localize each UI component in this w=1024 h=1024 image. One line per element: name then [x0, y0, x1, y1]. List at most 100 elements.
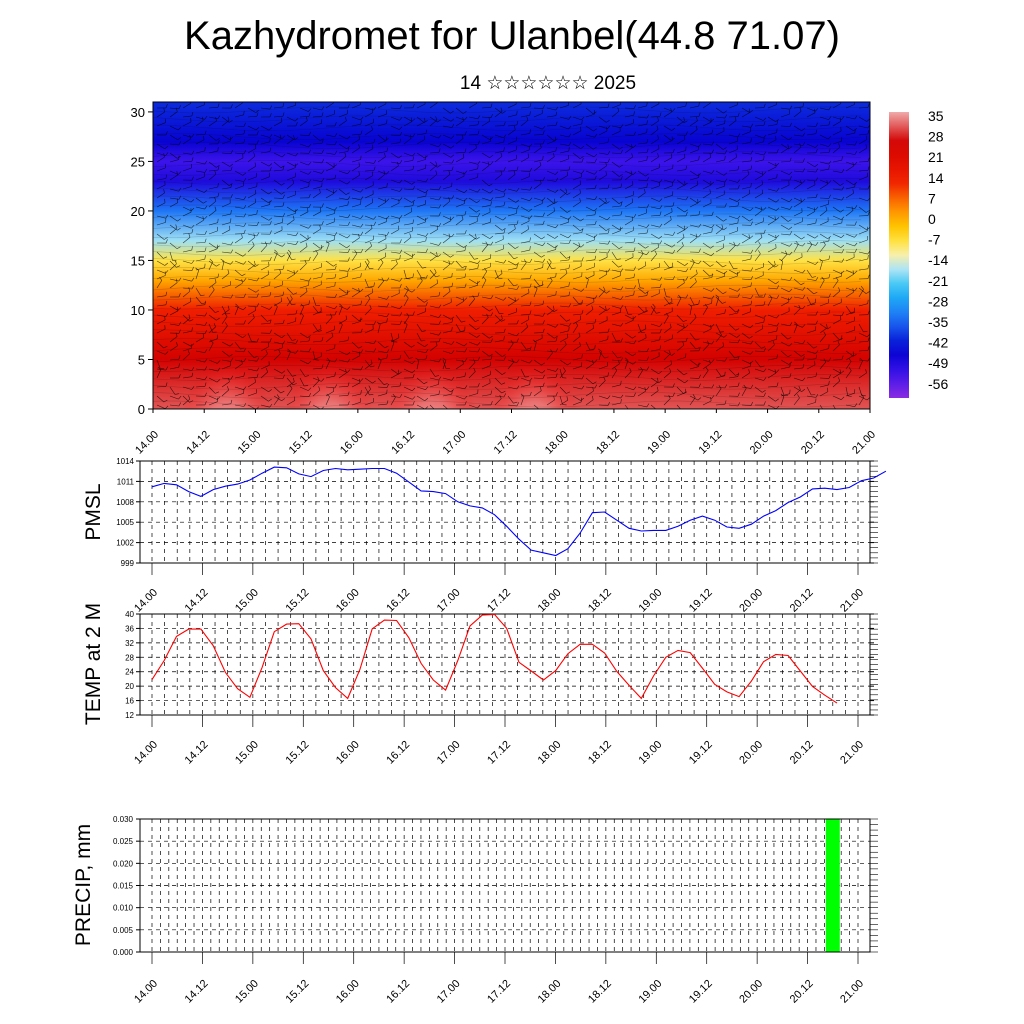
wind-barb	[793, 201, 802, 208]
wind-barb	[195, 368, 205, 371]
x-tick-label: 15.00	[233, 587, 261, 615]
wind-barb-flag	[565, 188, 568, 193]
wind-barb	[234, 179, 244, 182]
wind-barb-flag	[603, 376, 606, 381]
wind-barb-flag	[295, 339, 299, 344]
wind-barb-flag	[672, 275, 675, 280]
wind-barb	[624, 194, 634, 199]
wind-barb	[351, 304, 361, 307]
wind-barb	[637, 232, 648, 235]
wind-barb	[351, 139, 360, 145]
wind-barb	[273, 395, 282, 402]
wind-barb	[299, 143, 309, 148]
wind-barb-flag	[482, 276, 487, 281]
wind-barb	[663, 287, 667, 297]
wind-barb	[390, 251, 400, 254]
wind-barb-flag	[477, 348, 481, 353]
wind-barb-flag	[685, 131, 688, 136]
wind-barb	[351, 253, 358, 262]
wind-barb	[507, 158, 517, 163]
wind-barb-flag	[672, 383, 675, 388]
wind-barb-flag	[372, 144, 374, 149]
wind-barb-flag	[371, 126, 373, 131]
wind-barb	[364, 161, 374, 164]
wind-barb-flag	[721, 224, 724, 229]
wind-barb-flag	[230, 249, 234, 254]
wind-barb-flag	[411, 199, 416, 203]
wind-barb-flag	[268, 398, 272, 402]
wind-barb-flag	[360, 120, 362, 125]
wind-barb-flag	[789, 206, 793, 210]
wind-barb-flag	[532, 339, 537, 343]
wind-barb-flag	[406, 313, 410, 317]
wind-barb-flag	[841, 216, 845, 220]
wind-barb-flag	[840, 396, 845, 400]
wind-barb	[689, 306, 692, 316]
wind-barb	[624, 241, 635, 244]
wind-barb	[286, 152, 296, 157]
x-tick-label: 18.00	[536, 587, 564, 615]
wind-barb	[169, 107, 180, 110]
wind-barb-flag	[280, 390, 285, 394]
wind-barb-flag	[632, 171, 637, 175]
wind-barb-flag	[464, 385, 468, 389]
wind-barb-flag	[678, 294, 682, 299]
contour-line	[153, 391, 862, 399]
wind-barb	[442, 302, 452, 307]
y-tick-label: 1011	[117, 477, 135, 486]
wind-barb-flag	[358, 233, 360, 238]
wind-barb-flag	[392, 393, 396, 398]
colorbar-label: -49	[928, 355, 948, 371]
wind-barb	[858, 133, 868, 136]
wind-barb-flag	[812, 276, 817, 278]
wind-barb-flag	[568, 303, 572, 308]
wind-barb-flag	[425, 192, 427, 197]
wind-barb	[858, 268, 868, 271]
wind-barb-flag	[175, 224, 178, 229]
wind-barb-flag	[763, 121, 766, 126]
wind-barb	[299, 120, 308, 127]
wind-barb	[169, 282, 178, 289]
wind-barb	[403, 341, 412, 348]
x-tick-label: 16.12	[389, 429, 417, 457]
wind-barb-flag	[633, 247, 636, 252]
colorbar-label: -56	[928, 376, 948, 392]
wind-barb	[273, 386, 281, 394]
wind-barb-flag	[695, 347, 700, 350]
wind-barb	[520, 377, 530, 382]
wind-barb-flag	[632, 353, 636, 357]
x-tick-label: 16.12	[384, 587, 412, 615]
wind-barb	[377, 103, 387, 109]
wind-barb-flag	[399, 117, 403, 121]
wind-barb-flag	[841, 186, 845, 191]
wind-barb	[260, 204, 270, 208]
wind-barb	[858, 303, 868, 307]
wind-barb	[195, 314, 205, 317]
wind-barb-flag	[787, 354, 792, 358]
wind-barb	[689, 184, 699, 190]
wind-barb-flag	[776, 294, 780, 299]
wind-barb-flag	[828, 116, 832, 120]
wind-barb	[598, 188, 609, 190]
wind-barb	[208, 120, 217, 127]
wind-barb-flag	[566, 171, 569, 176]
wind-barb	[663, 111, 672, 118]
wind-barb	[468, 341, 478, 346]
wind-barb-flag	[281, 335, 286, 338]
wind-barb	[858, 170, 869, 172]
wind-barb	[585, 390, 594, 397]
wind-barb-flag	[722, 291, 727, 295]
wind-barb	[767, 404, 777, 409]
wind-barb-flag	[815, 168, 819, 173]
wind-barb	[832, 121, 841, 127]
wind-barb-flag	[334, 273, 337, 278]
wind-barb-flag	[217, 218, 219, 223]
wind-barb-flag	[334, 384, 338, 389]
wind-barb	[832, 260, 842, 263]
wind-barb	[676, 120, 685, 127]
wind-barb	[702, 370, 709, 379]
wind-barb	[442, 161, 452, 164]
wind-barb	[156, 314, 166, 317]
contour-line	[153, 124, 862, 131]
wind-barb	[845, 305, 852, 314]
